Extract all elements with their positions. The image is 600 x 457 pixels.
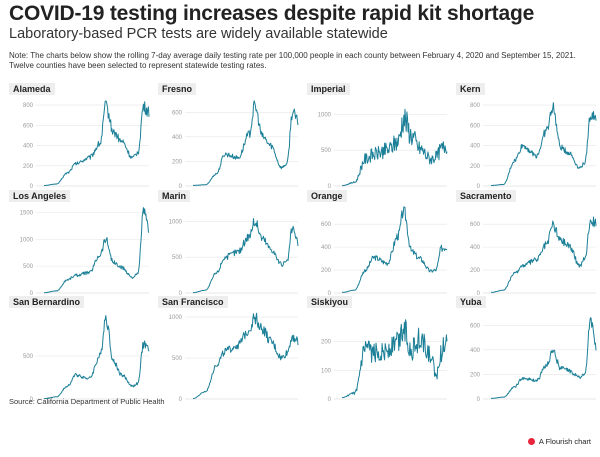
line-chart: 0 500 1000 1500 — [20, 207, 150, 297]
y-tick-label: 200 — [470, 164, 481, 170]
line-chart: 0 200 400 600 800 — [470, 102, 597, 190]
series-line — [491, 102, 597, 186]
series-line — [192, 312, 299, 400]
y-tick-label: 400 — [23, 144, 34, 150]
y-tick-label: 0 — [477, 291, 481, 297]
chart-title: COVID-19 testing increases despite rapid… — [9, 2, 535, 25]
series-line — [44, 100, 150, 186]
flourish-credit[interactable]: A Flourish chart — [527, 437, 591, 446]
county-panel-sacramento: 0 200 400 600 Sacramento — [456, 190, 600, 298]
county-panel-marin: 0 500 1000 Marin — [158, 190, 306, 298]
county-panel-fresno: 0 200 400 600 Fresno — [158, 83, 306, 191]
chart-note: Note: The charts below show the rolling … — [9, 51, 576, 70]
y-tick-label: 200 — [321, 340, 332, 346]
panel-title: Orange — [307, 190, 347, 202]
panel-title: Siskiyou — [307, 296, 353, 308]
y-tick-label: 0 — [328, 397, 332, 403]
line-chart: 0 200 400 600 800 — [23, 100, 150, 190]
source-note: Source: California Department of Public … — [9, 397, 165, 406]
y-tick-label: 500 — [172, 255, 183, 261]
line-chart: 0 200 400 600 — [172, 100, 299, 190]
line-chart: 0 200 400 600 — [470, 216, 597, 297]
y-tick-label: 1000 — [20, 237, 34, 243]
panel-title: Fresno — [158, 83, 197, 95]
line-chart: 0 500 1000 — [318, 108, 448, 190]
y-tick-label: 200 — [470, 268, 481, 274]
series-line — [491, 317, 597, 399]
y-tick-label: 600 — [172, 110, 183, 116]
county-panel-los-angeles: 0 500 1000 1500 Los Angeles — [9, 190, 157, 298]
county-panel-yuba: 0 200 400 600 Yuba — [456, 296, 600, 404]
county-panel-alameda: 0 200 400 600 800 Alameda — [9, 83, 157, 191]
y-tick-label: 600 — [470, 123, 481, 129]
line-chart: 0 200 400 600 — [470, 317, 597, 403]
y-tick-label: 500 — [23, 264, 34, 270]
y-tick-label: 1000 — [169, 219, 183, 225]
y-tick-label: 0 — [30, 291, 34, 297]
y-tick-label: 0 — [328, 291, 332, 297]
y-tick-label: 800 — [470, 103, 481, 109]
y-tick-label: 1500 — [20, 210, 34, 216]
y-tick-label: 500 — [172, 356, 183, 362]
panel-title: Los Angeles — [9, 190, 71, 202]
series-line — [193, 100, 299, 186]
y-tick-label: 100 — [321, 368, 332, 374]
y-tick-label: 0 — [477, 184, 481, 190]
y-tick-label: 1000 — [169, 315, 183, 321]
y-tick-label: 0 — [328, 184, 332, 190]
panel-title: San Francisco — [158, 296, 228, 308]
y-tick-label: 0 — [179, 184, 183, 190]
y-tick-label: 500 — [23, 354, 34, 360]
series-line — [193, 218, 299, 294]
line-chart: 0 200 400 600 — [321, 206, 448, 297]
y-tick-label: 600 — [23, 123, 34, 129]
series-line — [44, 315, 150, 400]
y-tick-label: 0 — [477, 397, 481, 403]
county-panel-siskiyou: 0 100 200 Siskiyou — [307, 296, 455, 404]
county-panel-san-bernardino: 0 500 San Bernardino — [9, 296, 157, 404]
y-tick-label: 200 — [321, 268, 332, 274]
y-tick-label: 0 — [30, 184, 34, 190]
line-chart: 0 500 1000 — [169, 312, 299, 403]
panel-title: Marin — [158, 190, 191, 202]
county-panel-orange: 0 200 400 600 Orange — [307, 190, 455, 298]
county-panel-imperial: 0 500 1000 Imperial — [307, 83, 455, 191]
y-tick-label: 400 — [470, 245, 481, 251]
y-tick-label: 500 — [321, 148, 332, 154]
series-line — [44, 207, 150, 294]
county-panel-san-francisco: 0 500 1000 San Francisco — [158, 296, 306, 404]
y-tick-label: 200 — [172, 159, 183, 165]
panel-title: Yuba — [456, 296, 486, 308]
y-tick-label: 200 — [23, 164, 34, 170]
y-tick-label: 0 — [179, 397, 183, 403]
y-tick-label: 400 — [470, 348, 481, 354]
y-tick-label: 600 — [470, 323, 481, 329]
panel-title: Alameda — [9, 83, 55, 95]
flourish-credit-label: A Flourish chart — [538, 437, 591, 446]
chart-subtitle: Laboratory-based PCR tests are widely av… — [9, 26, 388, 42]
panel-title: San Bernardino — [9, 296, 85, 308]
y-tick-label: 400 — [470, 144, 481, 150]
y-tick-label: 1000 — [318, 112, 332, 118]
y-tick-label: 600 — [321, 222, 332, 228]
y-tick-label: 400 — [321, 245, 332, 251]
flourish-logo-icon — [527, 438, 535, 445]
y-tick-label: 0 — [179, 291, 183, 297]
line-chart: 0 500 1000 — [169, 218, 299, 297]
county-panel-kern: 0 200 400 600 800 Kern — [456, 83, 600, 191]
line-chart: 0 500 — [23, 315, 150, 403]
y-tick-label: 400 — [172, 135, 183, 141]
line-chart: 0 100 200 — [321, 319, 448, 403]
series-line — [342, 206, 448, 293]
panel-title: Sacramento — [456, 190, 516, 202]
y-tick-label: 800 — [23, 103, 34, 109]
panel-title: Imperial — [307, 83, 350, 95]
y-tick-label: 200 — [470, 372, 481, 378]
y-tick-label: 600 — [470, 222, 481, 228]
panel-title: Kern — [456, 83, 485, 95]
series-line — [491, 216, 597, 293]
y-tick-label: 0 — [30, 397, 34, 403]
series-line — [341, 319, 448, 399]
series-line — [342, 108, 448, 187]
